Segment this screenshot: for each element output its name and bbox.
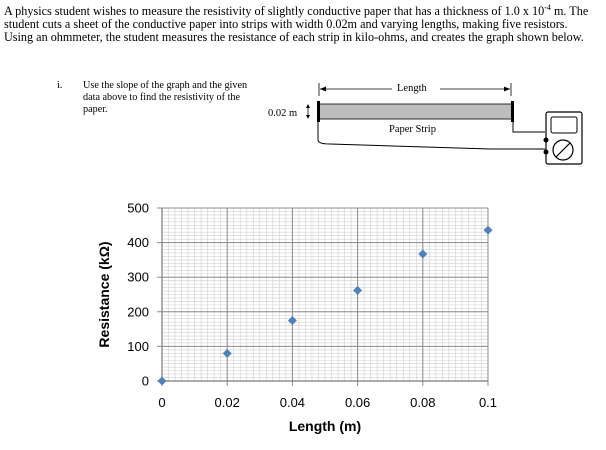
ohmmeter-terminal-top	[543, 137, 549, 143]
width-arrowhead-bottom	[306, 115, 310, 119]
data-point	[157, 376, 167, 386]
thickness-exponent: -4	[544, 3, 551, 12]
x-tick-label: 0.08	[410, 395, 435, 410]
x-tick-label: 0.04	[280, 395, 305, 410]
length-arrowhead-right	[504, 86, 510, 92]
x-tick-label: 0.02	[215, 395, 240, 410]
data-point	[418, 249, 428, 259]
intro-line-3: Using an ohmmeter, the student measures …	[4, 30, 584, 45]
width-arrowhead-top	[306, 104, 310, 108]
x-tick-label: 0.06	[345, 395, 370, 410]
question-i: i. Use the slope of the graph and the gi…	[57, 80, 257, 117]
question-text: Use the slope of the graph and the given…	[83, 80, 248, 116]
ohmmeter-terminal-bottom	[543, 149, 549, 155]
paper-strip-label: Paper Strip	[389, 124, 436, 135]
data-point	[483, 225, 493, 235]
ohmmeter-display	[550, 116, 578, 134]
apparatus-figure	[306, 83, 583, 165]
length-label: Length	[397, 83, 427, 94]
paper-strip	[318, 103, 513, 120]
x-axis-label: Length (m)	[289, 418, 361, 434]
wire-left	[317, 122, 491, 150]
y-tick-label: 300	[127, 270, 149, 285]
data-point	[353, 285, 363, 295]
x-tick-label: 0	[158, 395, 165, 410]
y-axis-label: Resistance (kΩ)	[96, 241, 112, 347]
y-tick-label: 200	[127, 304, 149, 319]
y-tick-label: 400	[127, 235, 149, 250]
intro-line-2: student cuts a sheet of the conductive p…	[4, 17, 568, 32]
wire-right-top	[512, 122, 545, 133]
intro-line-1-unit: m. The	[550, 4, 589, 19]
question-number: i.	[57, 80, 63, 91]
ohmmeter	[543, 111, 583, 165]
data-point	[222, 348, 232, 358]
ohmmeter-needle	[555, 142, 571, 158]
width-label: 0.02 m	[268, 108, 298, 119]
left-clip	[317, 101, 320, 122]
length-arrowhead-left	[320, 86, 326, 92]
x-tick-label: 0.1	[479, 395, 497, 410]
problem-statement: A physics student wishes to measure the …	[4, 1, 602, 45]
y-tick-label: 0	[142, 374, 149, 389]
intro-line-1-text: A physics student wishes to measure the …	[4, 4, 545, 19]
intro-line-1: A physics student wishes to measure the …	[4, 1, 602, 18]
y-tick-label: 100	[127, 339, 149, 354]
y-tick-label: 500	[127, 201, 149, 216]
right-clip	[511, 101, 514, 122]
data-point	[287, 315, 297, 325]
